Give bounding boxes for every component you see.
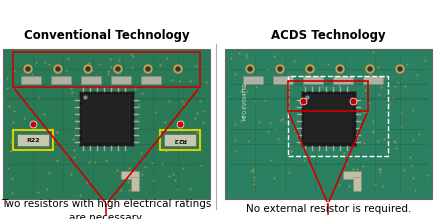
Circle shape xyxy=(176,67,180,71)
Circle shape xyxy=(144,65,151,73)
Bar xyxy=(141,76,161,84)
Bar xyxy=(287,76,387,156)
Bar xyxy=(164,134,196,146)
Bar xyxy=(273,76,293,84)
Bar xyxy=(332,76,352,84)
Bar xyxy=(302,76,322,84)
Bar xyxy=(111,76,131,84)
Bar xyxy=(131,177,139,191)
Bar xyxy=(352,177,360,191)
Circle shape xyxy=(174,65,181,73)
Circle shape xyxy=(337,67,341,71)
Circle shape xyxy=(56,67,60,71)
Bar xyxy=(121,171,139,179)
Bar xyxy=(300,91,355,146)
Circle shape xyxy=(86,67,90,71)
Bar xyxy=(224,49,431,199)
Circle shape xyxy=(246,65,253,73)
Circle shape xyxy=(84,65,92,73)
Text: Two resistors with high electrical ratings
are necessary.: Two resistors with high electrical ratin… xyxy=(1,199,211,219)
Bar xyxy=(51,76,71,84)
Bar xyxy=(342,171,360,179)
Text: Conventional Technology: Conventional Technology xyxy=(23,30,189,42)
Text: R22: R22 xyxy=(26,138,40,143)
Circle shape xyxy=(307,67,311,71)
Bar xyxy=(160,130,200,150)
Bar xyxy=(21,76,41,84)
Bar xyxy=(13,52,200,87)
Circle shape xyxy=(114,65,122,73)
Circle shape xyxy=(24,65,32,73)
Bar xyxy=(362,76,382,84)
Circle shape xyxy=(146,67,150,71)
Circle shape xyxy=(26,67,30,71)
Circle shape xyxy=(277,67,281,71)
Circle shape xyxy=(275,65,283,73)
Bar xyxy=(304,95,351,142)
Bar xyxy=(3,49,210,199)
Circle shape xyxy=(335,65,343,73)
Bar xyxy=(243,76,263,84)
Bar xyxy=(17,134,49,146)
Circle shape xyxy=(247,67,251,71)
Circle shape xyxy=(397,67,401,71)
Text: ACDS Technology: ACDS Technology xyxy=(270,30,385,42)
Text: R22: R22 xyxy=(173,138,186,143)
Bar xyxy=(83,95,130,142)
Circle shape xyxy=(116,67,120,71)
Bar xyxy=(287,81,367,111)
Circle shape xyxy=(54,65,62,73)
Circle shape xyxy=(305,65,313,73)
Bar xyxy=(81,76,101,84)
Circle shape xyxy=(395,65,403,73)
Text: MTO-EV004FTG: MTO-EV004FTG xyxy=(243,82,247,120)
Bar xyxy=(79,91,134,146)
Text: No external resistor is required.: No external resistor is required. xyxy=(245,204,410,214)
Bar xyxy=(13,130,53,150)
Circle shape xyxy=(367,67,371,71)
Circle shape xyxy=(365,65,373,73)
